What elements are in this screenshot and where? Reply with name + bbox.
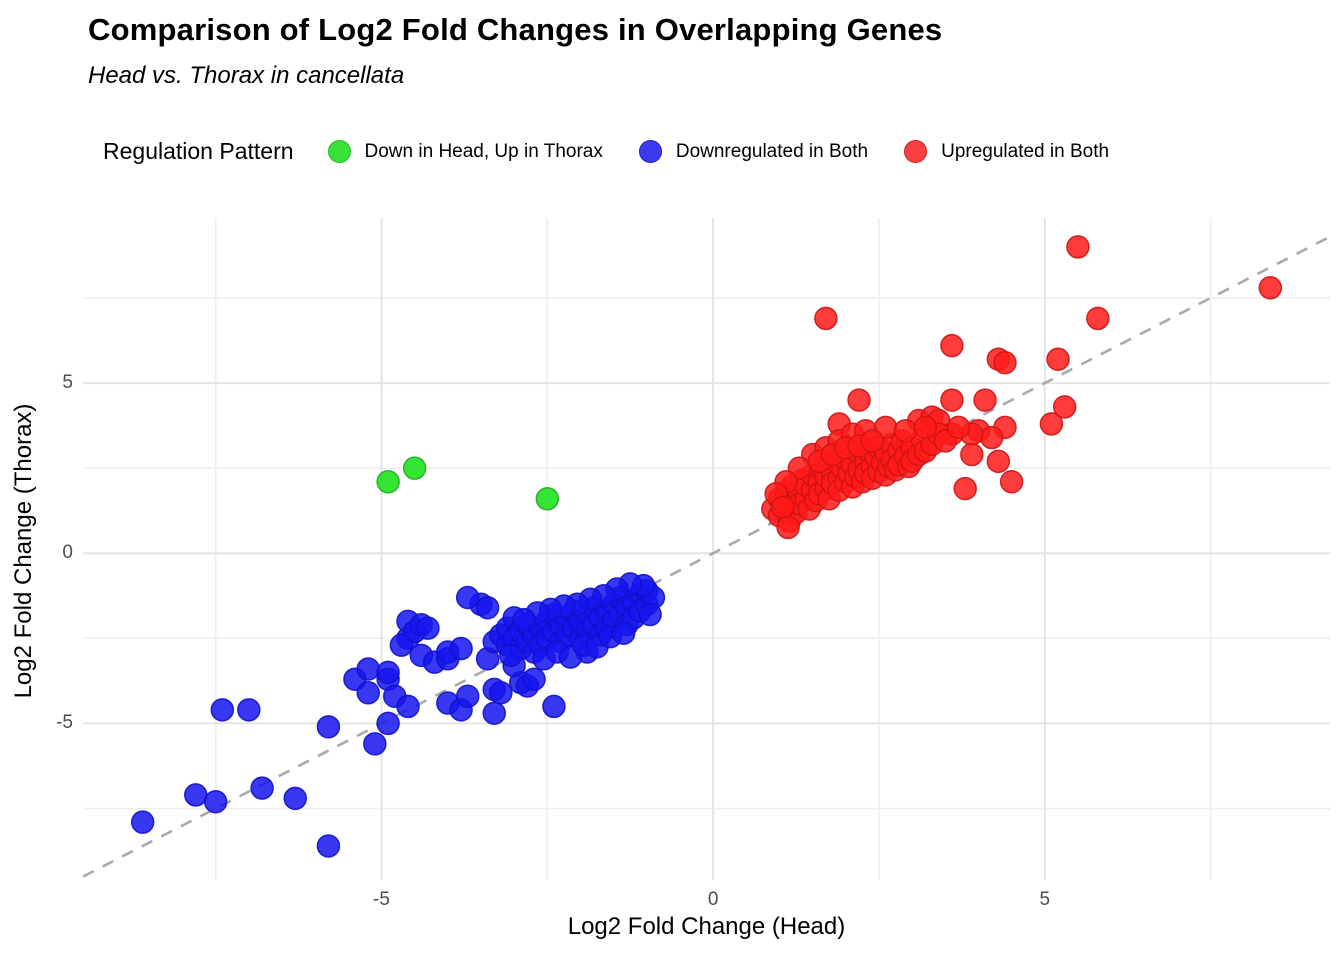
data-point <box>771 495 795 520</box>
data-point <box>973 388 997 412</box>
data-point <box>455 684 480 708</box>
green-legend-dot-icon <box>327 140 351 163</box>
data-point <box>946 415 971 440</box>
legend-item-downregulated-both: Downregulated in Both <box>638 140 869 163</box>
data-point <box>814 306 838 331</box>
data-point <box>283 786 308 811</box>
y-axis-title: Log2 Fold Change (Thorax) <box>10 403 37 699</box>
data-point <box>316 834 341 858</box>
scatter-plot-canvas <box>83 218 1330 880</box>
data-point <box>489 681 513 705</box>
legend-item-down-head-up-thorax: Down in Head, Up in Thorax <box>327 140 603 163</box>
data-point <box>999 470 1024 494</box>
data-point <box>316 715 341 739</box>
data-point <box>953 476 977 501</box>
data-point <box>860 429 885 453</box>
data-point <box>356 657 380 681</box>
legend: Regulation Pattern Down in Head, Up in T… <box>103 138 1145 165</box>
identity-reference-line <box>83 235 1330 878</box>
data-point <box>522 667 546 691</box>
data-point <box>376 660 400 685</box>
y-tick-label: 0 <box>62 542 73 564</box>
data-point <box>1086 306 1110 331</box>
data-point <box>512 607 536 632</box>
legend-title: Regulation Pattern <box>103 138 294 164</box>
y-tick-label: 5 <box>62 372 73 394</box>
data-point <box>389 633 414 657</box>
chart-subtitle: Head vs. Thorax in cancellata <box>88 62 405 89</box>
data-point <box>475 595 500 620</box>
data-point <box>376 470 400 494</box>
data-point <box>363 732 387 756</box>
data-point <box>237 698 261 722</box>
data-point <box>979 425 1004 450</box>
legend-item-label: Upregulated in Both <box>941 140 1110 162</box>
data-point <box>1039 412 1064 436</box>
data-point <box>250 776 274 800</box>
data-point <box>986 449 1011 474</box>
data-point <box>482 701 506 725</box>
data-point <box>396 694 420 719</box>
data-point <box>376 711 400 736</box>
legend-item-upregulated-both: Upregulated in Both <box>904 140 1109 163</box>
x-axis-title: Log2 Fold Change (Head) <box>567 913 846 940</box>
data-point <box>449 636 473 661</box>
x-tick-label: 5 <box>1039 889 1051 910</box>
data-point <box>499 643 523 668</box>
data-point <box>210 698 235 722</box>
legend-item-label: Downregulated in Both <box>675 140 869 162</box>
data-point <box>203 789 228 814</box>
data-point <box>356 681 380 705</box>
legend-item-label: Down in Head, Up in Thorax <box>364 140 603 162</box>
red-legend-dot-icon <box>904 140 928 163</box>
x-tick-label: 0 <box>707 889 719 910</box>
data-point <box>940 333 964 358</box>
data-point <box>940 388 964 412</box>
data-point <box>847 388 871 412</box>
data-point <box>184 783 208 807</box>
data-point <box>1066 235 1090 259</box>
data-point <box>893 418 918 443</box>
data-point <box>960 442 984 467</box>
blue-legend-dot-icon <box>638 140 662 163</box>
data-point <box>1046 347 1070 371</box>
data-point <box>1052 395 1077 419</box>
data-point <box>611 621 636 645</box>
x-tick-label: -5 <box>373 889 390 910</box>
data-point <box>776 515 800 540</box>
chart-title: Comparison of Log2 Fold Changes in Overl… <box>88 12 943 47</box>
data-point <box>913 415 938 440</box>
y-tick-label: -5 <box>56 712 73 734</box>
data-point <box>542 694 566 719</box>
data-point <box>535 487 560 511</box>
data-point <box>416 616 440 640</box>
data-point <box>455 585 480 610</box>
data-point <box>130 810 155 834</box>
data-point <box>1258 276 1283 300</box>
plot-panel <box>83 218 1330 880</box>
data-point <box>638 602 662 627</box>
data-point <box>402 456 427 480</box>
data-point <box>993 350 1017 375</box>
